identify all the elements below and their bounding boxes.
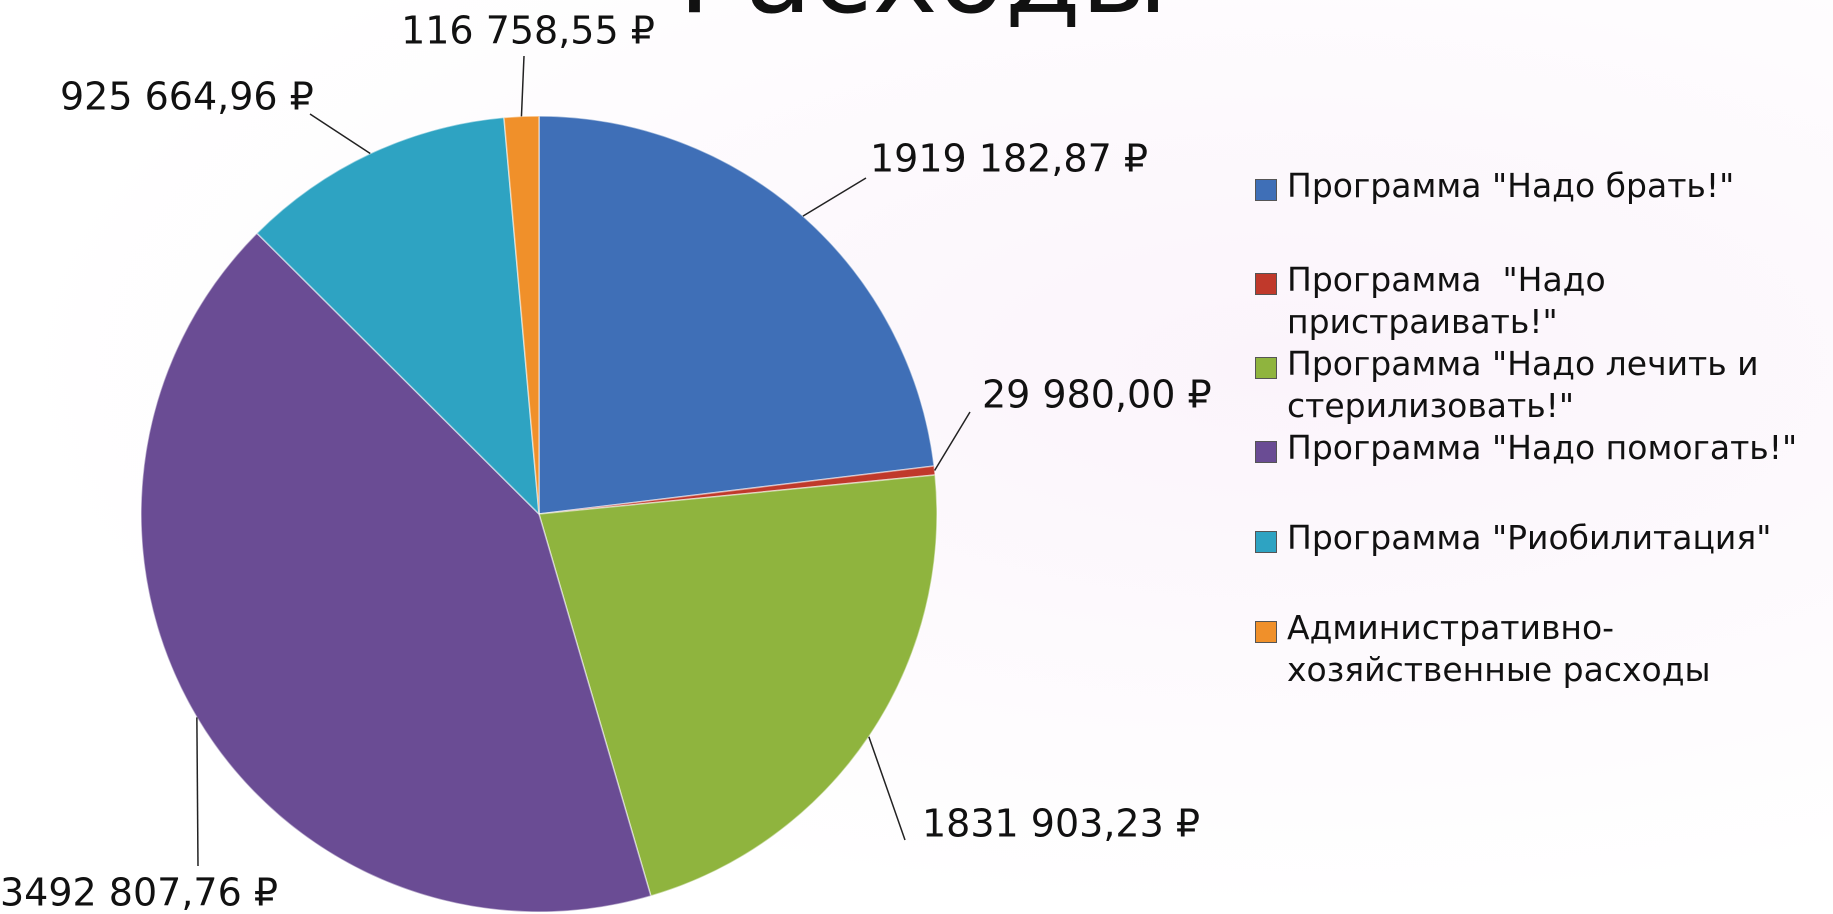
leader-line xyxy=(520,55,525,117)
data-label: 116 758,55 ₽ xyxy=(401,9,655,53)
legend-item: Программа "Надо лечить и стерилизовать!" xyxy=(1255,343,1833,427)
legend-item: Программа "Риобилитация" xyxy=(1255,517,1833,559)
leader-line xyxy=(309,113,371,155)
pie-slice xyxy=(538,474,938,897)
data-label: 3492 807,76 ₽ xyxy=(0,871,278,914)
legend-item: Программа "Надо пристраивать!" xyxy=(1255,259,1833,343)
pie-slice xyxy=(538,115,935,515)
legend-item: Программа "Надо брать!" xyxy=(1255,165,1833,207)
pie-slice xyxy=(255,116,540,516)
data-label: 29 980,00 ₽ xyxy=(982,373,1212,417)
legend-swatch xyxy=(1255,357,1277,379)
leader-line xyxy=(868,736,906,841)
leader-line xyxy=(196,717,199,867)
legend-swatch xyxy=(1255,273,1277,295)
legend-swatch xyxy=(1255,179,1277,201)
legend-label: Программа "Надо лечить и стерилизовать!" xyxy=(1287,344,1770,425)
legend-label: Программа "Надо помогать!" xyxy=(1287,428,1798,467)
legend-label: Программа "Риобилитация" xyxy=(1287,518,1772,557)
leader-line xyxy=(802,177,867,217)
data-label: 925 664,96 ₽ xyxy=(60,75,314,119)
legend-swatch xyxy=(1255,441,1277,463)
legend-item: Программа "Надо помогать!" xyxy=(1255,427,1833,469)
leader-line xyxy=(933,411,971,471)
legend-label: Программа "Надо пристраивать!" xyxy=(1287,260,1617,341)
legend-swatch xyxy=(1255,531,1277,553)
data-label: 1831 903,23 ₽ xyxy=(922,802,1200,846)
legend-label: Программа "Надо брать!" xyxy=(1287,166,1735,205)
legend: Программа "Надо брать!" Программа "Надо п… xyxy=(1255,165,1833,691)
data-label: 1919 182,87 ₽ xyxy=(870,137,1148,181)
legend-label: Административно-хозяйственные расходы xyxy=(1287,608,1711,689)
legend-item: Административно-хозяйственные расходы xyxy=(1255,607,1833,691)
chart-title: Расходы xyxy=(678,0,1168,38)
pie-slice xyxy=(503,115,540,515)
legend-swatch xyxy=(1255,621,1277,643)
